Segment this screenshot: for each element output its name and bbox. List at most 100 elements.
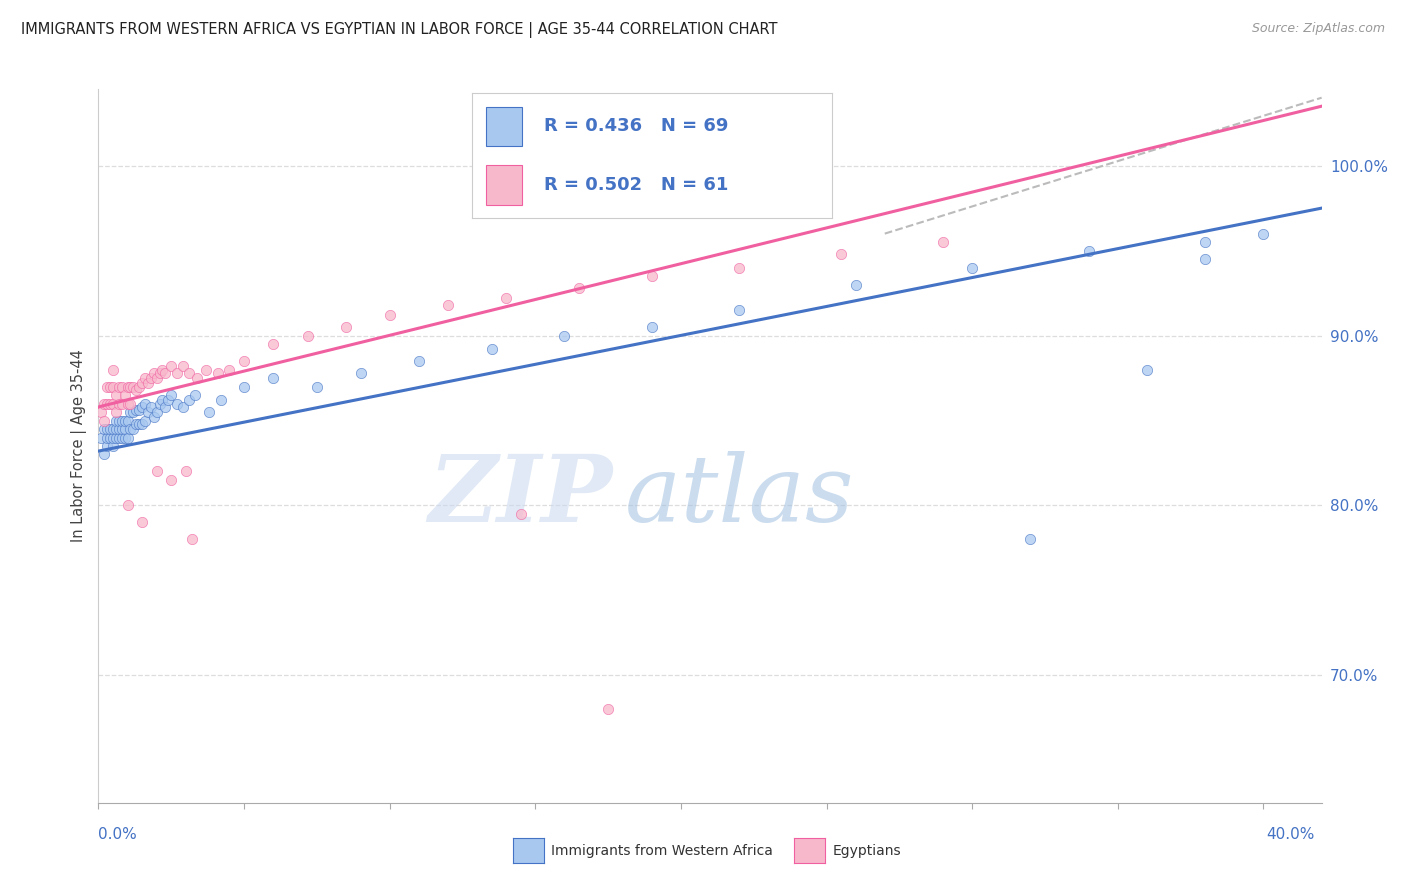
Point: [98, 422, 121, 436]
Point: [117, 379, 139, 393]
Point: [408, 354, 430, 368]
Y-axis label: In Labor Force | Age 35-44: In Labor Force | Age 35-44: [72, 350, 87, 542]
Point: [553, 328, 575, 343]
Point: [120, 422, 142, 436]
Text: Immigrants from Western Africa: Immigrants from Western Africa: [551, 844, 773, 858]
Point: [1077, 244, 1099, 258]
Point: [509, 507, 531, 521]
Point: [139, 400, 162, 414]
Point: [145, 465, 167, 479]
Point: [104, 388, 127, 402]
Point: [98, 430, 121, 444]
Point: [305, 379, 328, 393]
Point: [641, 269, 664, 284]
Point: [172, 359, 194, 373]
Point: [174, 465, 197, 479]
Point: [145, 405, 167, 419]
Point: [108, 379, 131, 393]
Point: [131, 376, 153, 391]
Point: [149, 396, 172, 410]
Point: [111, 422, 134, 436]
Text: R = 0.436   N = 69: R = 0.436 N = 69: [544, 118, 728, 136]
Bar: [486, 106, 522, 146]
Point: [142, 410, 165, 425]
Text: 0.0%: 0.0%: [98, 827, 138, 841]
Point: [108, 413, 131, 427]
Point: [152, 362, 174, 376]
Point: [149, 366, 172, 380]
Point: [101, 379, 124, 393]
Point: [166, 366, 188, 380]
Point: [96, 422, 118, 436]
Point: [155, 400, 177, 414]
Point: [134, 413, 156, 427]
Point: [93, 448, 115, 462]
Point: [90, 405, 112, 419]
Point: [198, 405, 221, 419]
Text: Egyptians: Egyptians: [832, 844, 901, 858]
Point: [104, 413, 127, 427]
Point: [481, 342, 503, 356]
Point: [207, 366, 229, 380]
Point: [172, 400, 194, 414]
Point: [90, 430, 112, 444]
Point: [93, 413, 115, 427]
Point: [111, 413, 134, 427]
Point: [728, 303, 751, 318]
Point: [125, 403, 148, 417]
Text: atlas: atlas: [624, 451, 853, 541]
Point: [218, 362, 240, 376]
Point: [166, 396, 188, 410]
Point: [101, 439, 124, 453]
Point: [177, 393, 200, 408]
Point: [155, 366, 177, 380]
Point: [437, 298, 460, 312]
Text: IMMIGRANTS FROM WESTERN AFRICA VS EGYPTIAN IN LABOR FORCE | AGE 35-44 CORRELATIO: IMMIGRANTS FROM WESTERN AFRICA VS EGYPTI…: [21, 22, 778, 38]
Point: [101, 430, 124, 444]
Point: [596, 702, 619, 716]
Point: [117, 396, 139, 410]
Point: [1194, 235, 1216, 249]
Point: [160, 388, 183, 402]
Text: 40.0%: 40.0%: [1267, 827, 1315, 841]
Point: [101, 362, 124, 376]
Point: [233, 379, 256, 393]
Point: [117, 499, 139, 513]
Point: [111, 379, 134, 393]
Point: [93, 422, 115, 436]
Point: [131, 400, 153, 414]
Text: ZIP: ZIP: [427, 451, 612, 541]
Point: [134, 371, 156, 385]
Point: [114, 413, 136, 427]
Text: Source: ZipAtlas.com: Source: ZipAtlas.com: [1251, 22, 1385, 36]
Point: [120, 396, 142, 410]
Point: [845, 277, 868, 292]
Point: [183, 388, 205, 402]
Point: [145, 371, 167, 385]
Point: [120, 405, 142, 419]
Point: [128, 379, 150, 393]
Point: [104, 430, 127, 444]
Point: [134, 396, 156, 410]
Point: [728, 260, 751, 275]
Point: [262, 371, 284, 385]
Point: [1019, 533, 1042, 547]
Point: [160, 359, 183, 373]
Point: [1253, 227, 1275, 241]
Point: [131, 516, 153, 530]
Point: [349, 366, 371, 380]
Point: [98, 396, 121, 410]
Point: [152, 393, 174, 408]
Point: [233, 354, 256, 368]
Point: [96, 430, 118, 444]
Point: [108, 396, 131, 410]
Point: [111, 396, 134, 410]
Point: [96, 439, 118, 453]
Point: [104, 405, 127, 419]
Point: [157, 393, 180, 408]
Point: [125, 383, 148, 397]
Point: [131, 417, 153, 431]
Point: [93, 396, 115, 410]
Point: [186, 371, 208, 385]
Point: [139, 371, 162, 385]
